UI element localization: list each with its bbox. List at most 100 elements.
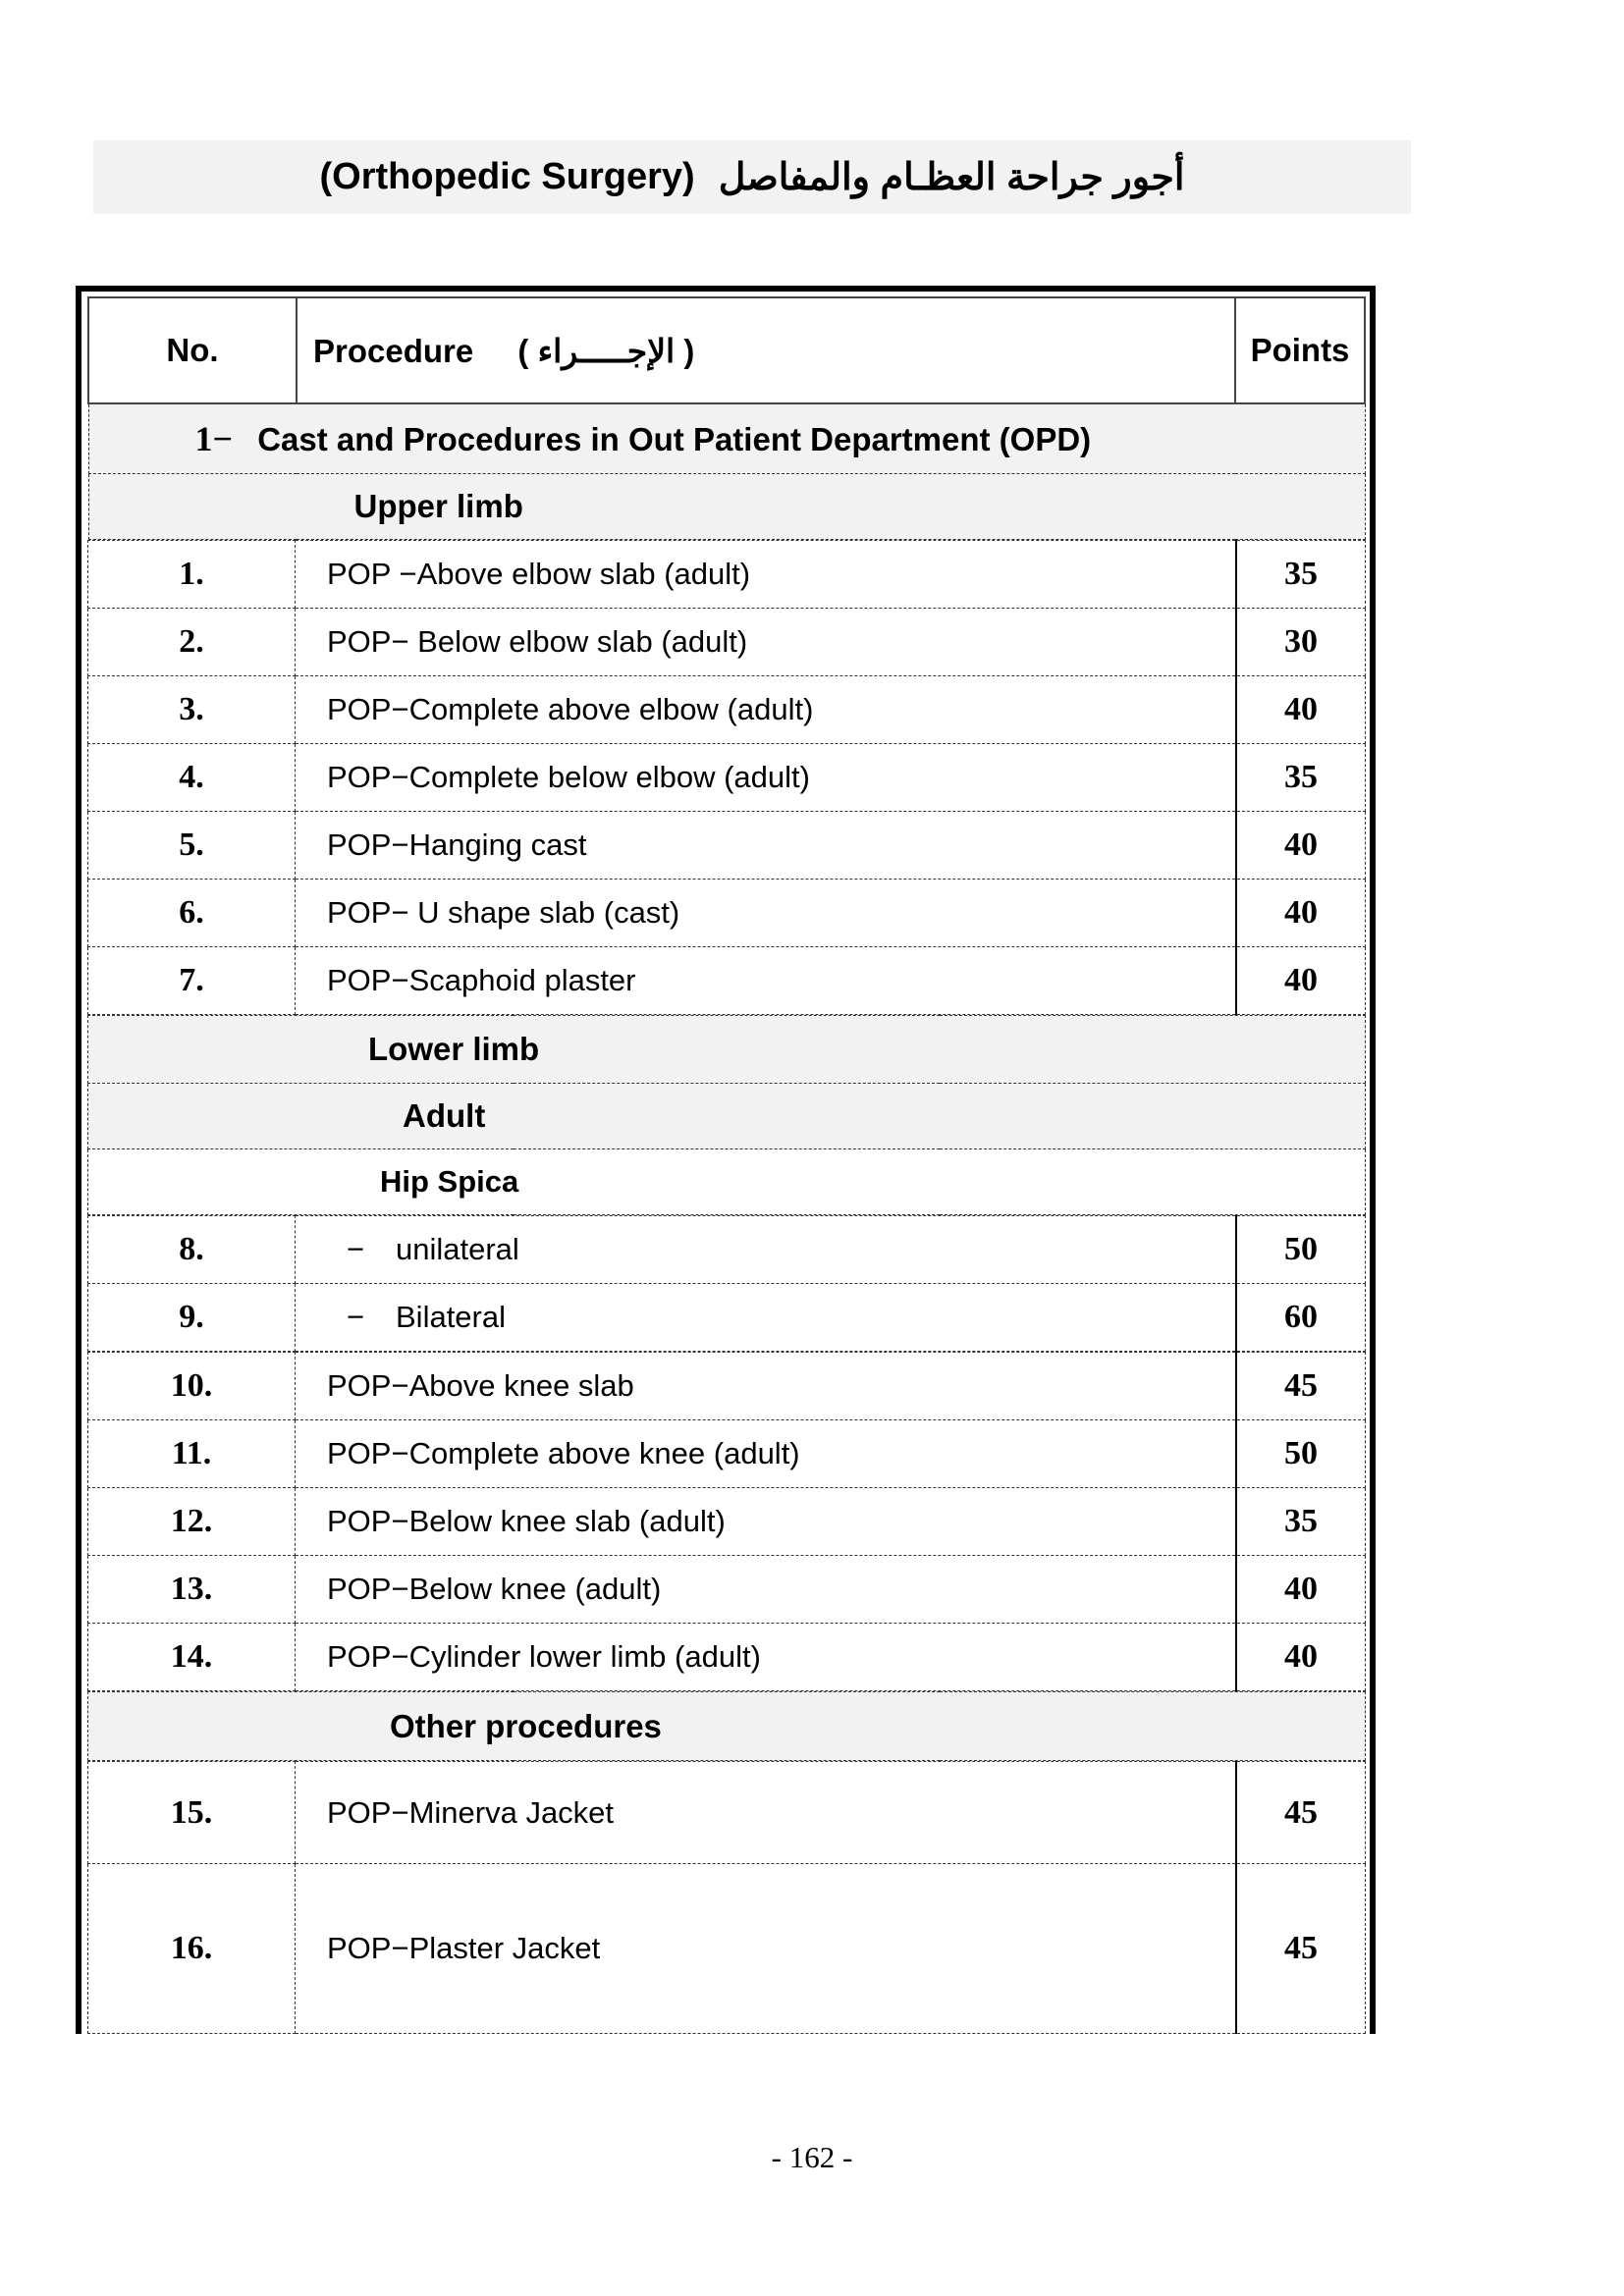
row-procedure-text: POP−Scaphoid plaster <box>327 963 636 997</box>
table-header-row: No. Procedure ( الإجـــــراء ) Points <box>87 296 1366 404</box>
row-points: 60 <box>1235 1283 1366 1352</box>
row-points: 40 <box>1235 675 1366 744</box>
row-procedure-text: POP−Plaster Jacket <box>327 1931 601 1965</box>
row-procedure-text: POP−Above knee slab <box>327 1368 634 1403</box>
row-points: 45 <box>1235 1863 1366 2034</box>
row-number: 3. <box>87 675 296 744</box>
row-procedure: POP−Complete above elbow (adult) <box>295 675 1237 744</box>
row-procedure-text: POP−Complete below elbow (adult) <box>327 760 810 794</box>
row-procedure-text: Bilateral <box>396 1300 506 1334</box>
row-points: 50 <box>1235 1215 1366 1284</box>
row-number: 13. <box>87 1555 296 1624</box>
row-number: 8. <box>87 1215 296 1284</box>
hip-spica-rows: 8. − unilateral 50 9. − Bilateral 60 <box>87 1215 1366 1352</box>
page-title: (Orthopedic Surgery) أجور جراحة العظـام … <box>93 140 1411 214</box>
row-procedure-text: POP−Below knee (adult) <box>327 1572 662 1606</box>
row-dash: − <box>347 1300 365 1334</box>
other-rows: 15. POP−Minerva Jacket 45 16. POP−Plaster Ja… <box>87 1761 1366 2034</box>
lower-limb-rows: 10. POP−Above knee slab 45 11. POP−Complete … <box>87 1352 1366 1691</box>
row-points: 35 <box>1235 540 1366 609</box>
table-row: 11. POP−Complete above knee (adult) 50 <box>87 1419 1366 1488</box>
subheading-adult: Adult <box>87 1083 1366 1149</box>
row-procedure: − unilateral <box>295 1215 1237 1284</box>
row-procedure: POP−Scaphoid plaster <box>295 946 1237 1015</box>
row-number: 16. <box>87 1863 296 2034</box>
row-procedure: POP−Plaster Jacket <box>295 1863 1237 2034</box>
row-points: 35 <box>1235 743 1366 812</box>
subheading-lower-limb: Lower limb <box>87 1015 1366 1084</box>
header-procedure: Procedure ( الإجـــــراء ) <box>296 296 1236 404</box>
row-dash: − <box>347 1232 365 1266</box>
row-procedure: POP− Below elbow slab (adult) <box>295 608 1237 676</box>
row-points: 45 <box>1235 1761 1366 1864</box>
table-row: 7. POP−Scaphoid plaster 40 <box>87 946 1366 1015</box>
row-procedure-text: POP−Minerva Jacket <box>327 1794 615 1830</box>
row-procedure: POP−Hanging cast <box>295 811 1237 880</box>
row-points: 35 <box>1235 1487 1366 1556</box>
subheading-upper-limb: Upper limb <box>87 473 1366 540</box>
row-number: 5. <box>87 811 296 880</box>
row-points: 40 <box>1235 946 1366 1015</box>
subheading-other-procedures: Other procedures <box>87 1691 1366 1761</box>
row-procedure: POP−Above knee slab <box>295 1352 1237 1420</box>
table-row: 3. POP−Complete above elbow (adult) 40 <box>87 675 1366 744</box>
subheading-row: Upper limb <box>87 473 1366 540</box>
row-procedure-text: POP−Below knee slab (adult) <box>327 1504 726 1538</box>
row-procedure-text: POP−Cylinder lower limb (adult) <box>327 1639 761 1674</box>
row-procedure: POP−Cylinder lower limb (adult) <box>295 1623 1237 1691</box>
row-number: 14. <box>87 1623 296 1691</box>
table-row: 16. POP−Plaster Jacket 45 <box>87 1863 1366 2034</box>
section-title: 1− Cast and Procedures in Out Patient De… <box>87 402 1366 474</box>
row-procedure-text: POP− Below elbow slab (adult) <box>327 624 748 659</box>
section-label: Cast and Procedures in Out Patient Depar… <box>257 421 1092 457</box>
row-points: 30 <box>1235 608 1366 676</box>
table-row: 13. POP−Below knee (adult) 40 <box>87 1555 1366 1624</box>
row-procedure: POP−Minerva Jacket <box>295 1761 1237 1864</box>
row-procedure: POP− U shape slab (cast) <box>295 879 1237 947</box>
row-number: 10. <box>87 1352 296 1420</box>
table-row: 5. POP−Hanging cast 40 <box>87 811 1366 880</box>
row-procedure-text: POP−Hanging cast <box>327 828 587 862</box>
row-points: 45 <box>1235 1352 1366 1420</box>
fees-table: No. Procedure ( الإجـــــراء ) Points 1−… <box>87 296 1366 540</box>
row-procedure-text: POP−Complete above knee (adult) <box>327 1436 800 1470</box>
table-row: 14. POP−Cylinder lower limb (adult) 40 <box>87 1623 1366 1691</box>
title-english: (Orthopedic Surgery) <box>319 156 695 197</box>
upper-limb-rows: 1. POP −Above elbow slab (adult) 35 2. POP− … <box>87 540 1366 1015</box>
subheading-hip-spica: Hip Spica <box>87 1148 1366 1215</box>
table-row: 10. POP−Above knee slab 45 <box>87 1352 1366 1420</box>
row-number: 12. <box>87 1487 296 1556</box>
table-row: 9. − Bilateral 60 <box>87 1283 1366 1352</box>
other-heading: Other procedures <box>87 1691 1366 1761</box>
table-row: 2. POP− Below elbow slab (adult) 30 <box>87 608 1366 676</box>
table-row: 4. POP−Complete below elbow (adult) 35 <box>87 743 1366 812</box>
row-number: 15. <box>87 1761 296 1864</box>
row-number: 7. <box>87 946 296 1015</box>
row-number: 2. <box>87 608 296 676</box>
header-no: No. <box>87 296 298 404</box>
row-points: 40 <box>1235 879 1366 947</box>
row-number: 11. <box>87 1419 296 1488</box>
section-number: 1− <box>194 419 234 458</box>
row-procedure: POP−Complete above knee (adult) <box>295 1419 1237 1488</box>
row-procedure-text: POP− U shape slab (cast) <box>327 895 680 930</box>
row-procedure-text: unilateral <box>396 1232 519 1266</box>
row-points: 40 <box>1235 1555 1366 1624</box>
row-procedure: POP −Above elbow slab (adult) <box>295 540 1237 609</box>
fees-table-frame: No. Procedure ( الإجـــــراء ) Points 1−… <box>76 286 1376 2034</box>
row-points: 40 <box>1235 1623 1366 1691</box>
table-row: 12. POP−Below knee slab (adult) 35 <box>87 1487 1366 1556</box>
table-row: 8. − unilateral 50 <box>87 1215 1366 1284</box>
table-row: 15. POP−Minerva Jacket 45 <box>87 1761 1366 1864</box>
section-row: 1− Cast and Procedures in Out Patient De… <box>87 402 1366 474</box>
header-procedure-en: Procedure <box>313 332 474 369</box>
row-procedure: POP−Below knee slab (adult) <box>295 1487 1237 1556</box>
page-number: - 162 - <box>771 2140 853 2174</box>
row-procedure-text: POP −Above elbow slab (adult) <box>327 557 751 591</box>
row-number: 6. <box>87 879 296 947</box>
row-procedure-text: POP−Complete above elbow (adult) <box>327 692 814 726</box>
row-number: 9. <box>87 1283 296 1352</box>
table-row: 6. POP− U shape slab (cast) 40 <box>87 879 1366 947</box>
row-procedure: − Bilateral <box>295 1283 1237 1352</box>
